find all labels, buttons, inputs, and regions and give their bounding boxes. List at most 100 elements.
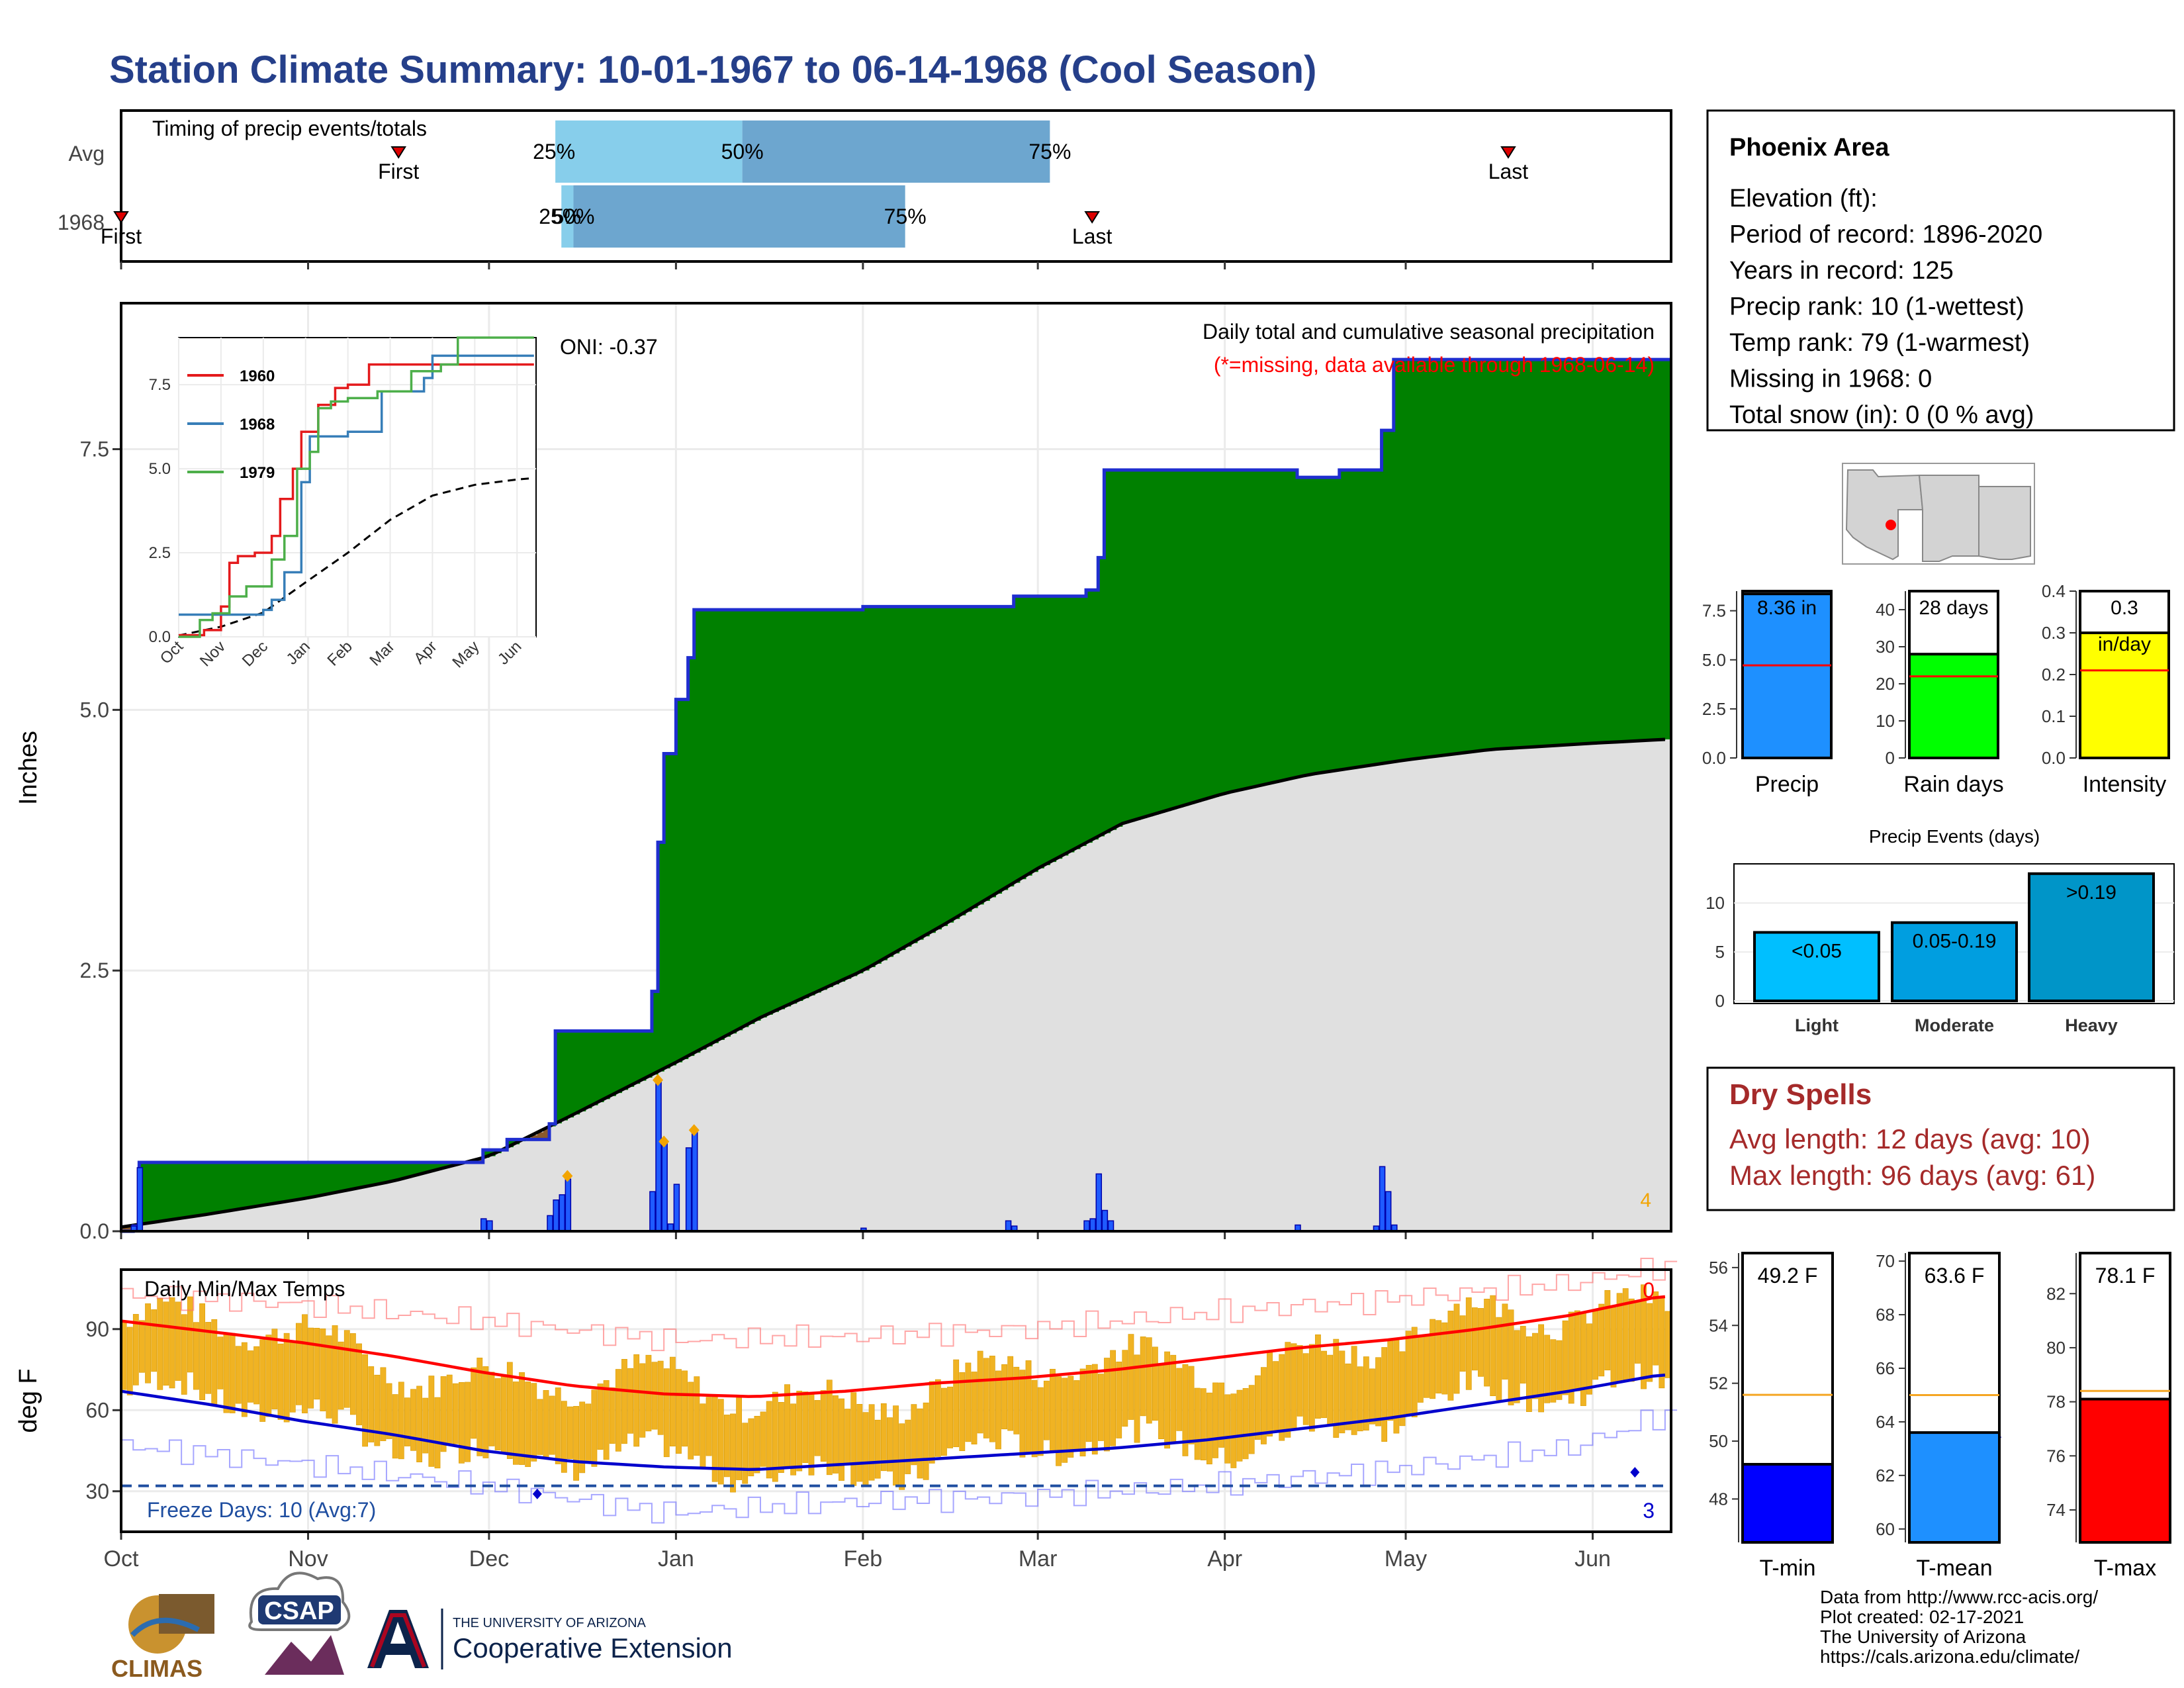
footer: Data from http://www.rcc-acis.org/Plot c… (111, 1571, 2098, 1682)
daily-temp-bar (844, 1409, 851, 1465)
daily-temp-bar (404, 1397, 410, 1446)
precip-surplus-bar (362, 1162, 369, 1188)
oni-label: ONI: -0.37 (560, 335, 658, 359)
station-info-box: Phoenix Area Elevation (ft): Period of re… (1706, 109, 2175, 432)
precip-surplus-bar (1073, 596, 1081, 849)
precip-surplus-bar (1224, 470, 1232, 794)
daily-temp-bar (1242, 1388, 1249, 1460)
daily-temp-bar (995, 1370, 1001, 1450)
daily-temp-bar (923, 1402, 929, 1480)
daily-temp-bar (223, 1333, 230, 1413)
events-bar-1 (1891, 921, 2018, 1002)
temps-x-tick-label-3: Jan (658, 1546, 694, 1571)
daily-precip-bar-16 (1005, 1220, 1012, 1232)
daily-temp-bar (1592, 1309, 1599, 1380)
precip-surplus-bar (1164, 470, 1171, 812)
daily-temp-bar (302, 1314, 308, 1413)
daily-temp-bar (471, 1367, 477, 1439)
daily-temp-bar (320, 1329, 326, 1411)
daily-temp-bar (1471, 1307, 1478, 1371)
tempbar-1-bar (1908, 1431, 2001, 1544)
daily-precip-bar-18 (1083, 1220, 1090, 1232)
precip-surplus-bar (1363, 470, 1370, 767)
station-info-line-1: Period of record: 1896-2020 (1729, 221, 2042, 249)
tempbar-2-bar (2079, 1397, 2171, 1544)
events-tick-label-1: 5 (1715, 942, 1725, 962)
precip-surplus-bar (368, 1162, 375, 1186)
daily-temp-bar (1230, 1393, 1237, 1468)
dry-spells-max: Max length: 96 days (avg: 61) (1729, 1160, 2095, 1191)
precip-surplus-bar (277, 1162, 285, 1203)
precip-surplus-bar (947, 606, 954, 923)
daily-temp-bar (1363, 1356, 1369, 1430)
minibar-0-tick-label-0: 0.0 (1702, 748, 1726, 768)
daily-temp-bar (1647, 1303, 1653, 1382)
precip-surplus-bar (1345, 470, 1352, 769)
daily-temp-bar (850, 1392, 857, 1486)
record-min-line (121, 1409, 1678, 1524)
daily-temp-bar (368, 1366, 375, 1442)
daily-temp-bar (1164, 1351, 1171, 1449)
daily-temp-bar (585, 1403, 592, 1464)
daily-temp-bar (1170, 1354, 1177, 1444)
daily-temp-bar (1447, 1311, 1454, 1401)
precip-surplus-bar (253, 1162, 261, 1207)
daily-temp-bar (446, 1374, 453, 1446)
timing-y1968-q2-bar (573, 185, 905, 248)
daily-temp-bar (1224, 1394, 1231, 1464)
daily-temp-bar (905, 1419, 911, 1474)
minibar-0-tick-label-3: 7.5 (1702, 601, 1726, 621)
precip-surplus-bar (1514, 359, 1521, 748)
daily-temp-bar (459, 1382, 465, 1464)
temps-low-marker-1 (1630, 1467, 1640, 1478)
precip-deficit-bar (543, 1129, 550, 1140)
daily-temp-bar (1628, 1298, 1635, 1382)
precip-surplus-bar (1387, 430, 1394, 763)
precip-surplus-bar (1261, 470, 1268, 786)
timing-y1968-first-label: First (101, 224, 142, 248)
inset-y-tick-label-3: 7.5 (149, 376, 171, 394)
daily-temp-bar (289, 1342, 296, 1413)
precip-surplus-bar (314, 1162, 321, 1197)
daily-temp-bar (1339, 1350, 1345, 1434)
daily-temp-bar (965, 1362, 972, 1442)
precip-surplus-bar (784, 610, 792, 1007)
daily-temp-bar (748, 1418, 754, 1477)
precip-surplus-bar (1170, 470, 1177, 810)
daily-temp-bar (663, 1368, 670, 1458)
climas-logo: CLIMAS (111, 1594, 214, 1682)
daily-temp-bar (477, 1358, 483, 1456)
daily-temp-bar (651, 1362, 658, 1430)
precip-surplus-bar (978, 606, 984, 905)
daily-temp-bar (434, 1397, 441, 1469)
daily-temp-bar (947, 1386, 953, 1448)
precip-surplus-bar (416, 1162, 424, 1175)
precip-surplus-bar (1086, 590, 1093, 843)
daily-temp-bar (669, 1356, 676, 1446)
daily-temp-bar (416, 1385, 423, 1462)
daily-temp-bar (1152, 1346, 1158, 1421)
ua-big-text: Cooperative Extension (453, 1632, 733, 1664)
daily-temp-bar (657, 1360, 664, 1435)
daily-temp-bar (772, 1391, 778, 1482)
events-bar-2 (2028, 872, 2155, 1003)
precip-surplus-bar (639, 1031, 647, 1081)
climas-hill-shape (159, 1594, 214, 1634)
precip-surplus-bar (959, 606, 966, 915)
inset-legend-label-1968: 1968 (240, 416, 275, 434)
daily-temp-bar (983, 1358, 989, 1438)
timing-avg-last-marker (1500, 146, 1516, 159)
precip-surplus-bar (736, 610, 743, 1031)
daily-temp-bar (1321, 1350, 1327, 1419)
daily-temp-bar (603, 1380, 610, 1460)
precip-surplus-bar (718, 610, 725, 1040)
temps-x-tick-label-4: Feb (844, 1546, 883, 1571)
precip-surplus-bar (827, 610, 833, 988)
precip-surplus-bar (1176, 470, 1183, 808)
record-max-line (121, 1257, 1678, 1352)
timing-y1968-p75-label: 75% (884, 205, 927, 228)
daily-temp-bar (1001, 1364, 1007, 1430)
daily-temp-bar (1514, 1330, 1520, 1403)
precip-surplus-bar (850, 610, 858, 976)
precip-surplus-bar (705, 610, 713, 1047)
